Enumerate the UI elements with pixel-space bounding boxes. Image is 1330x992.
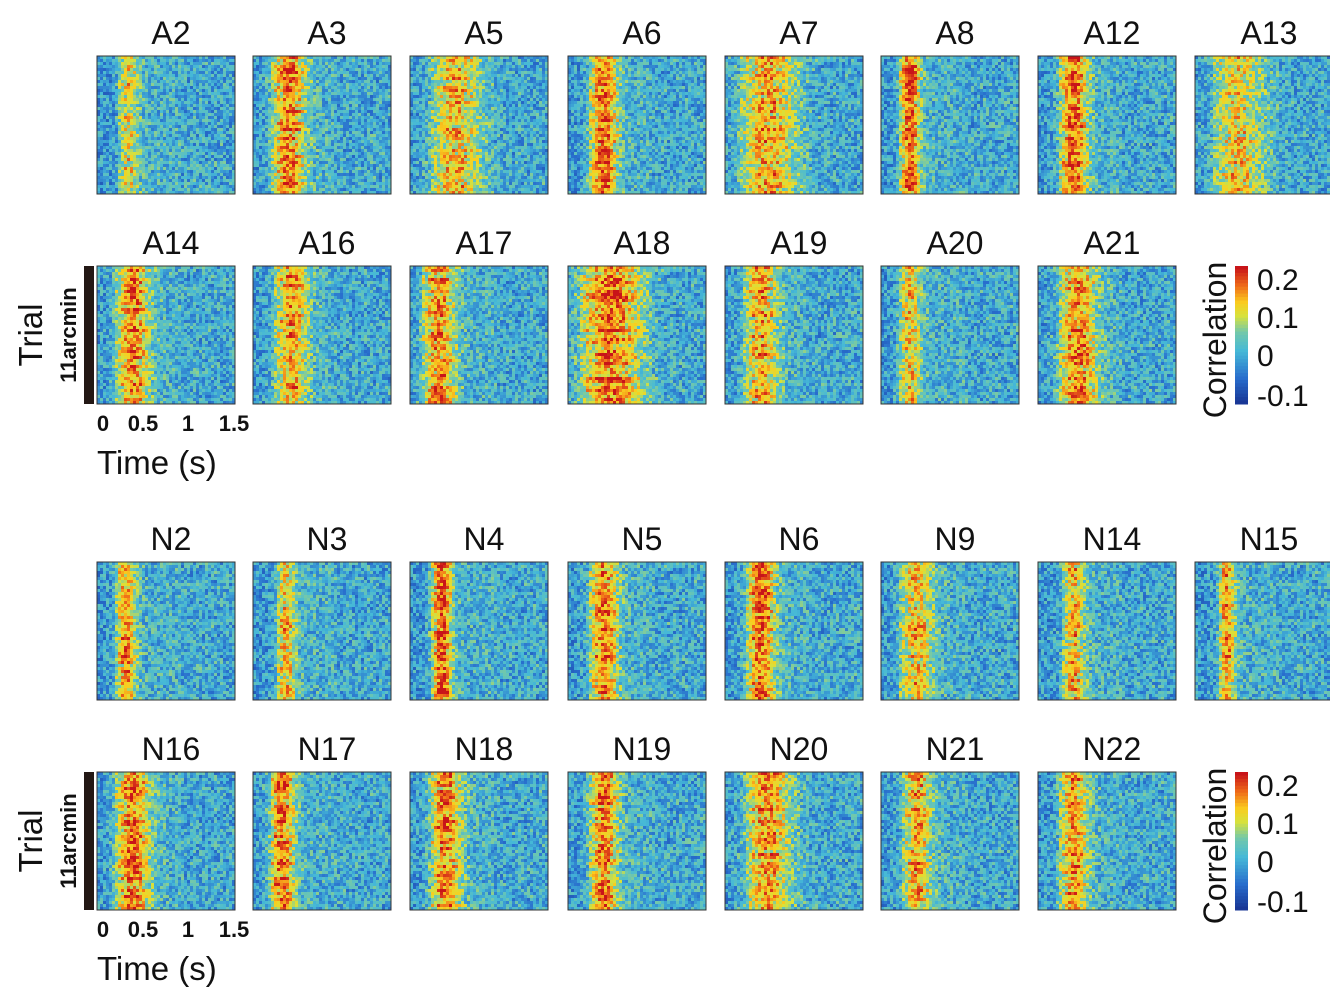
heatmap-panel-n21 (881, 772, 1019, 910)
panel-title-a17: A17 (456, 225, 513, 261)
heatmap-panel-a16 (253, 266, 391, 404)
heatmap-panel-n20 (725, 772, 863, 910)
colorbar-tick-a-3: -0.1 (1257, 380, 1309, 413)
x-tick-n-1: 0.5 (128, 917, 159, 942)
panel-title-a14: A14 (143, 225, 200, 261)
colorbar-tick-n-3: -0.1 (1257, 886, 1309, 919)
colorbar-tick-a-0: 0.2 (1257, 264, 1299, 297)
panel-title-n16: N16 (142, 731, 201, 767)
heatmap-panel-n18 (410, 772, 548, 910)
panel-title-n2: N2 (151, 521, 192, 557)
heatmap-panel-a13 (1195, 56, 1330, 194)
panel-title-n4: N4 (464, 521, 505, 557)
panel-title-a21: A21 (1084, 225, 1141, 261)
heatmap-panel-a17 (410, 266, 548, 404)
x-tick-n-0: 0 (97, 917, 109, 942)
panel-title-n14: N14 (1083, 521, 1142, 557)
heatmap-panel-a7 (725, 56, 863, 194)
colorbar-tick-a-2: 0 (1257, 340, 1274, 373)
heatmap-panel-n17 (253, 772, 391, 910)
colorbar-tick-n-2: 0 (1257, 846, 1274, 879)
panel-title-n6: N6 (779, 521, 820, 557)
scale-bar-label-n: 11arcmin (56, 793, 81, 888)
trial-scale-bar-a (84, 266, 94, 404)
heatmap-panel-n4 (410, 562, 548, 700)
panel-title-n22: N22 (1083, 731, 1142, 767)
panel-title-a2: A2 (151, 15, 190, 51)
heatmap-panel-a14 (97, 266, 235, 404)
panel-title-a19: A19 (771, 225, 828, 261)
heatmap-panel-a12 (1038, 56, 1176, 194)
x-tick-n-3: 1.5 (219, 917, 250, 942)
heatmap-panel-a8 (881, 56, 1019, 194)
heatmap-panel-n14 (1038, 562, 1176, 700)
panel-title-n17: N17 (298, 731, 357, 767)
panel-title-a18: A18 (614, 225, 671, 261)
x-axis-label-a: Time (s) (97, 444, 217, 481)
panel-title-a13: A13 (1241, 15, 1298, 51)
x-tick-a-2: 1 (182, 411, 194, 436)
heatmap-panel-a20 (881, 266, 1019, 404)
heatmap-panel-n19 (568, 772, 706, 910)
colorbar-tick-a-1: 0.1 (1257, 302, 1299, 335)
panel-title-n3: N3 (307, 521, 348, 557)
heatmap-panel-n16 (97, 772, 235, 910)
heatmap-panel-n6 (725, 562, 863, 700)
heatmap-panel-n2 (97, 562, 235, 700)
panel-title-a3: A3 (307, 15, 346, 51)
panel-title-n20: N20 (770, 731, 829, 767)
x-tick-n-2: 1 (182, 917, 194, 942)
colorbar-title-n: Correlation (1197, 768, 1233, 925)
panel-title-a8: A8 (935, 15, 974, 51)
heatmap-panel-a21 (1038, 266, 1176, 404)
heatmap-panel-n3 (253, 562, 391, 700)
x-axis-label-n: Time (s) (97, 950, 217, 987)
colorbar-title-a: Correlation (1197, 262, 1233, 419)
panel-title-a7: A7 (779, 15, 818, 51)
heatmap-panel-n22 (1038, 772, 1176, 910)
panel-title-n18: N18 (455, 731, 514, 767)
panel-title-a5: A5 (464, 15, 503, 51)
y-axis-label-n: Trial (12, 810, 49, 873)
colorbar-tick-n-0: 0.2 (1257, 770, 1299, 803)
heatmap-panel-a3 (253, 56, 391, 194)
heatmap-panel-a2 (97, 56, 235, 194)
panel-title-a16: A16 (299, 225, 356, 261)
colorbar-a (1235, 266, 1248, 405)
scale-bar-label-a: 11arcmin (56, 287, 81, 382)
panel-title-a6: A6 (622, 15, 661, 51)
colorbar-n (1235, 772, 1248, 911)
trial-scale-bar-n (84, 772, 94, 910)
heatmap-panel-a18 (568, 266, 706, 404)
panel-title-n9: N9 (935, 521, 976, 557)
heatmap-panel-n15 (1195, 562, 1330, 700)
panel-title-n5: N5 (622, 521, 663, 557)
heatmap-panel-a5 (410, 56, 548, 194)
heatmap-panel-a6 (568, 56, 706, 194)
x-tick-a-3: 1.5 (219, 411, 250, 436)
panel-title-a20: A20 (927, 225, 984, 261)
x-tick-a-1: 0.5 (128, 411, 159, 436)
colorbar-tick-n-1: 0.1 (1257, 808, 1299, 841)
panel-title-n15: N15 (1240, 521, 1299, 557)
heatmap-panel-a19 (725, 266, 863, 404)
panel-title-a12: A12 (1084, 15, 1141, 51)
y-axis-label-a: Trial (12, 304, 49, 367)
panel-title-n21: N21 (926, 731, 985, 767)
heatmap-panel-n5 (568, 562, 706, 700)
x-tick-a-0: 0 (97, 411, 109, 436)
heatmap-panel-n9 (881, 562, 1019, 700)
panel-title-n19: N19 (613, 731, 672, 767)
